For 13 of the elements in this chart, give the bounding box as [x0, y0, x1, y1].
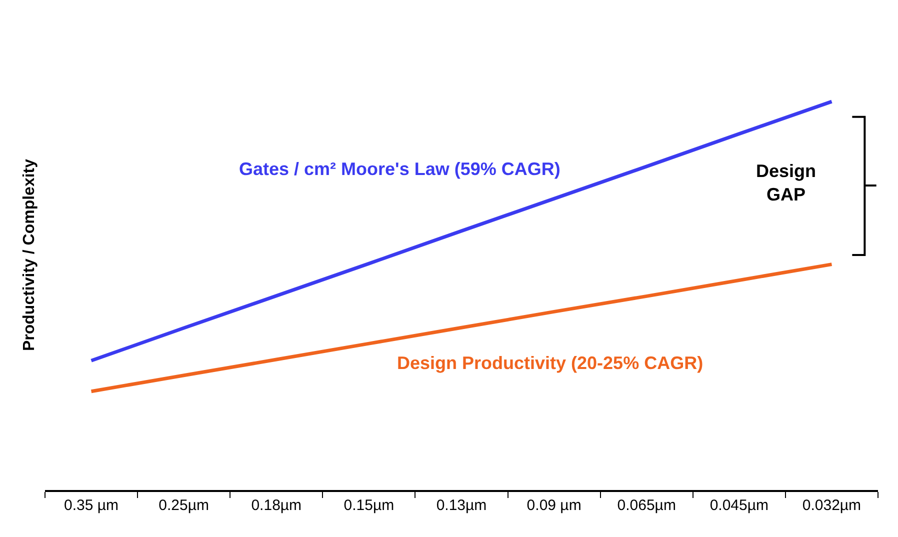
x-tick-label: 0.045µm — [710, 496, 769, 514]
x-tick-label: 0.09 µm — [526, 496, 582, 514]
x-tick-label: 0.032µm — [802, 496, 862, 514]
series-label: Design Productivity (20-25% CAGR) — [397, 353, 704, 373]
y-axis-title: Productivity / Complexity — [20, 158, 38, 352]
x-tick-label: 0.13µm — [436, 496, 487, 514]
x-tick-label: 0.065µm — [617, 496, 676, 514]
annotation: Design GAP — [756, 161, 816, 204]
series-label: Gates / cm² Moore's Law (59% CAGR) — [239, 159, 560, 179]
x-tick-label: 0.35 µm — [64, 496, 119, 514]
x-tick-label: 0.25µm — [158, 496, 209, 514]
x-tick-label: 0.18µm — [251, 496, 302, 514]
x-tick-label: 0.15µm — [344, 496, 394, 514]
